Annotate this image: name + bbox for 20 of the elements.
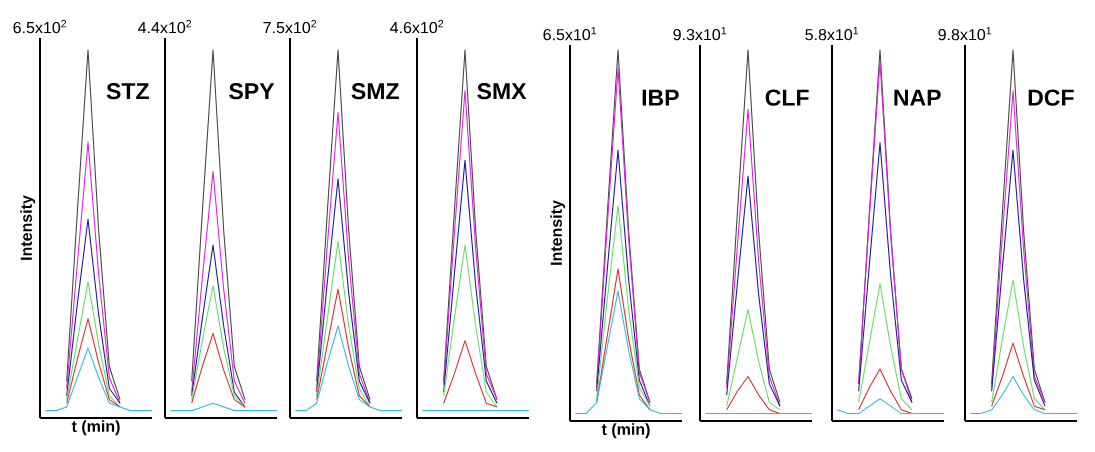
text: SMX [477,83,527,100]
x-axis-title: t (min) [71,420,120,436]
text: 4.4x10$^{2}$ [138,19,192,34]
text: NAP [894,89,941,106]
text: 9.3x10$^{1}$ [673,26,727,41]
y-axis-title: Intensity [20,195,36,260]
text: SMZ [351,83,399,100]
y-axis-title: Intensity [550,200,566,265]
text: 9.8x10$^{1}$ [938,26,992,41]
x-axis-title: t (min) [601,423,650,439]
text: SPY [229,83,275,100]
text: 4.6x10$^{2}$ [390,19,444,34]
text: IBP [642,89,679,106]
text: 7.5x10$^{2}$ [263,19,317,34]
text: DCF [1028,89,1074,106]
text: CLF [765,89,809,106]
text: 5.8x10$^{1}$ [805,26,859,41]
text: 6.5x10$^{2}$ [13,19,67,34]
text: 6.5x10$^{1}$ [543,26,597,41]
text: STZ [106,83,149,100]
